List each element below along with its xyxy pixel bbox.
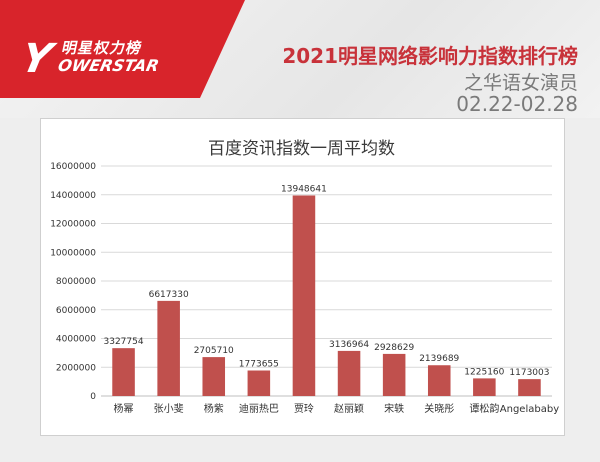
x-category-label: 关晓彤	[424, 402, 454, 415]
y-tick-label: 14000000	[50, 191, 96, 201]
bar-7	[427, 365, 451, 396]
bar-6	[382, 353, 406, 396]
x-category-label: 贾玲	[294, 403, 314, 415]
y-tick-label: 0	[90, 392, 96, 402]
y-tick-label: 16000000	[50, 162, 96, 172]
y-tick-label: 4000000	[56, 335, 96, 345]
data-label: 2705710	[194, 346, 234, 356]
bar-9	[518, 379, 541, 396]
data-label: 13948641	[281, 184, 327, 194]
x-category-label: 谭松韵	[469, 402, 499, 415]
y-tick-label: 6000000	[56, 306, 96, 316]
y-tick-label: 8000000	[56, 277, 96, 287]
x-category-label: 宋轶	[384, 402, 404, 415]
data-label: 1173003	[509, 368, 549, 378]
bar-8	[473, 378, 496, 396]
data-label: 1773655	[239, 360, 279, 370]
data-label: 2928629	[374, 343, 414, 353]
bar-4	[292, 195, 316, 396]
y-tick-label: 10000000	[50, 248, 96, 258]
bar-3	[247, 370, 271, 396]
bar-5	[337, 350, 361, 396]
x-category-label: Angelababy	[500, 404, 559, 415]
bar-2	[202, 357, 226, 396]
x-category-label: 赵丽颖	[334, 402, 364, 415]
x-category-label: 杨紫	[204, 402, 224, 415]
y-tick-label: 12000000	[50, 220, 96, 230]
page-subtitle: 之华语女演员	[463, 72, 578, 94]
x-category-label: 迪丽热巴	[239, 402, 279, 415]
bar-0	[112, 348, 135, 396]
x-category-label: 杨幂	[114, 402, 134, 415]
data-label: 6617330	[149, 290, 189, 300]
logo-red-band	[0, 0, 245, 98]
brand-logo: Y 明星权力榜 OWERSTAR	[0, 0, 245, 98]
data-label: 3136964	[329, 340, 369, 350]
page-title: 2021明星网络影响力指数排行榜	[282, 44, 578, 68]
bar-1	[157, 300, 180, 396]
x-category-label: 张小斐	[154, 403, 184, 415]
header-banner: Y 明星权力榜 OWERSTAR 2021明星网络影响力指数排行榜 之华语女演员…	[0, 0, 600, 118]
data-label: 2139689	[419, 354, 459, 364]
data-label: 1225160	[464, 367, 504, 377]
date-range: 02.22-02.28	[456, 92, 578, 116]
chart-title: 百度资讯指数一周平均数	[208, 139, 395, 159]
y-tick-label: 2000000	[56, 363, 96, 373]
data-label: 3327754	[104, 337, 144, 347]
